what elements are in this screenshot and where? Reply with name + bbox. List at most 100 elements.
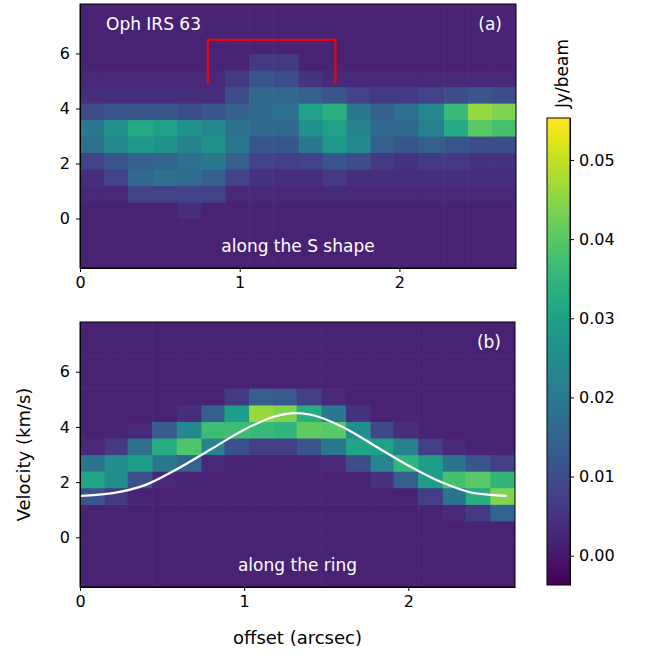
cell [177, 153, 202, 170]
cell [177, 87, 202, 104]
cell [104, 87, 129, 104]
tick-mark [80, 268, 81, 272]
tick-label: 0.03 [579, 309, 615, 328]
cell [299, 70, 324, 87]
tick-mark [76, 54, 80, 55]
axis-line [570, 119, 571, 586]
cell [128, 438, 153, 455]
cell [490, 554, 515, 571]
cell [274, 372, 298, 389]
cell [346, 322, 371, 339]
cell [492, 70, 516, 87]
cell [80, 186, 105, 203]
cell [490, 388, 515, 405]
cell [153, 169, 178, 186]
cell [128, 421, 153, 438]
cell [80, 372, 105, 389]
cell [468, 186, 493, 203]
tick-mark [76, 537, 80, 538]
cell [468, 103, 493, 120]
cell [443, 372, 467, 389]
cell [444, 186, 469, 203]
cell [347, 37, 372, 54]
cell [371, 355, 395, 372]
cell [371, 405, 395, 422]
tick: 4 [60, 418, 80, 437]
cell [201, 4, 226, 21]
cell [490, 570, 515, 587]
cell [249, 521, 274, 538]
cell [323, 219, 348, 236]
cell [321, 438, 346, 455]
cell [492, 186, 516, 203]
cell [466, 570, 491, 587]
cell [177, 471, 202, 488]
cell [152, 504, 177, 521]
cell [371, 570, 395, 587]
cell [80, 455, 105, 472]
tick: 0.02 [570, 388, 615, 407]
cell [80, 153, 105, 170]
cell [492, 252, 516, 269]
cell [128, 322, 153, 339]
cell [323, 153, 348, 170]
cell [418, 339, 443, 356]
cell [177, 355, 202, 372]
cell [104, 169, 129, 186]
cell [105, 471, 129, 488]
plot-frame [80, 4, 516, 268]
cell [443, 339, 467, 356]
cell [468, 169, 493, 186]
cell [274, 471, 298, 488]
cell [443, 322, 467, 339]
cell [80, 438, 105, 455]
cell [153, 235, 178, 252]
cell [104, 153, 129, 170]
cell [224, 455, 249, 472]
tick-label: 2 [60, 154, 70, 173]
cell [273, 87, 299, 104]
tick-mark [76, 164, 80, 165]
heatmap [80, 4, 516, 268]
cell [346, 537, 371, 554]
cell [371, 136, 396, 153]
tick: 2 [395, 268, 405, 292]
cell [418, 388, 443, 405]
cell [371, 120, 396, 137]
cell [347, 87, 372, 104]
cell [299, 4, 324, 21]
axis-line [80, 323, 81, 588]
cell [346, 388, 371, 405]
cell [152, 405, 177, 422]
tick: 0.04 [570, 230, 615, 249]
cell [394, 372, 419, 389]
cell [419, 219, 445, 236]
cell [492, 54, 516, 71]
cell [347, 169, 372, 186]
cell [347, 186, 372, 203]
cell [273, 4, 299, 21]
cell [80, 169, 105, 186]
cell [394, 554, 419, 571]
cell [201, 219, 226, 236]
cell [201, 421, 225, 438]
cell [347, 54, 372, 71]
cell [80, 355, 105, 372]
cell [224, 471, 249, 488]
cell [490, 421, 515, 438]
cell [492, 219, 516, 236]
cell [444, 120, 469, 137]
cell [128, 202, 154, 219]
cell [466, 372, 491, 389]
cell [80, 405, 105, 422]
cell [323, 136, 348, 153]
cell [80, 521, 105, 538]
cell [249, 455, 274, 472]
cell [201, 471, 225, 488]
cell [152, 570, 177, 587]
cell [177, 169, 202, 186]
cell [128, 235, 154, 252]
cell [224, 438, 249, 455]
cell [371, 219, 396, 236]
cell [468, 37, 493, 54]
